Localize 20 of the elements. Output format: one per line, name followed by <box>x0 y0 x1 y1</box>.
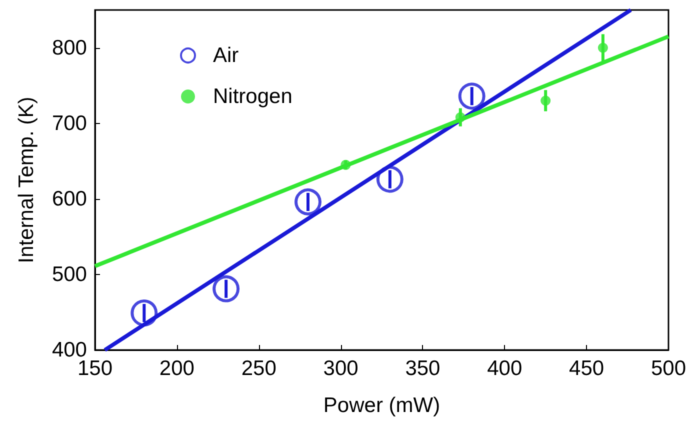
point <box>130 299 158 326</box>
x-tick-label: 450 <box>569 357 604 380</box>
legend-label: Air <box>213 44 239 67</box>
point <box>376 166 404 193</box>
y-tick-label: 800 <box>52 36 87 60</box>
x-tick-label: 350 <box>405 357 440 380</box>
x-axis-title: Power (mW) <box>323 394 440 417</box>
legend-label: Nitrogen <box>213 85 292 108</box>
y-tick-label: 500 <box>52 262 87 286</box>
x-tick-label: 400 <box>487 357 522 380</box>
y-tick-label: 600 <box>52 187 87 210</box>
x-tick-label: 500 <box>650 357 686 380</box>
y-tick-label: 700 <box>52 112 87 135</box>
point <box>458 82 486 110</box>
x-tick-label: 200 <box>159 357 194 380</box>
y-axis-title: Internal Temp. (K) <box>15 96 38 264</box>
x-tick-label: 250 <box>241 357 276 380</box>
point <box>212 275 240 302</box>
x-tick-label: 300 <box>323 357 358 380</box>
point <box>294 188 322 216</box>
